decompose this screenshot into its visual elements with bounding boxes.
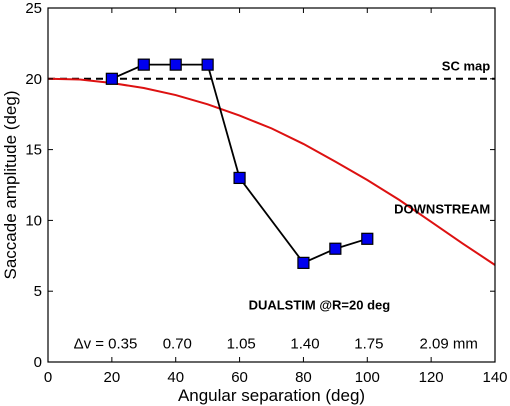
- y-tick-label: 10: [25, 212, 42, 229]
- delta-v-value: 2.09 mm: [420, 336, 478, 353]
- x-tick-label: 40: [167, 369, 184, 386]
- y-tick-label: 5: [34, 283, 42, 300]
- y-axis-label: Saccade amplitude (deg): [1, 90, 20, 279]
- y-tick-label: 25: [25, 0, 42, 17]
- annotations-layer: SC map DOWNSTREAM DUALSTIM @R=20 deg Δv …: [74, 58, 491, 352]
- data-point-marker: [169, 58, 182, 71]
- dualstim-label: DUALSTIM @R=20 deg: [249, 298, 391, 313]
- data-point-marker: [297, 256, 310, 269]
- data-point-marker: [329, 242, 342, 255]
- data-point-marker: [361, 232, 374, 245]
- x-tick-label: 0: [44, 369, 52, 386]
- x-tick-label: 20: [104, 369, 121, 386]
- markers-layer: [105, 58, 374, 269]
- plot-frame: [47, 7, 496, 363]
- x-tick-label: 60: [231, 369, 248, 386]
- y-tick-label: 0: [34, 354, 42, 371]
- x-axis-label: Angular separation (deg): [178, 386, 365, 405]
- x-tick-label: 120: [419, 369, 444, 386]
- x-tick-label: 80: [295, 369, 312, 386]
- x-tick-label: 140: [482, 369, 507, 386]
- downstream-label: DOWNSTREAM: [394, 201, 490, 216]
- dualstim-r-20-deg-line: [111, 63, 368, 264]
- curves-layer: [47, 77, 496, 266]
- data-point-marker: [105, 72, 118, 85]
- data-point-marker: [233, 171, 246, 185]
- data-point-marker: [201, 58, 214, 71]
- downstream-curve: [47, 77, 496, 266]
- ticks-layer: 0 20 40 60 80 100 120 140 0 5 10 15 20 25: [25, 0, 507, 386]
- delta-v-value: 1.40: [290, 336, 319, 353]
- sc-map-label: SC map: [442, 58, 490, 73]
- delta-v-value: 1.75: [354, 336, 383, 353]
- x-tick-label: 100: [355, 369, 380, 386]
- data-point-marker: [137, 58, 150, 71]
- delta-v-label: Δv = 0.35: [74, 336, 138, 353]
- y-tick-label: 20: [25, 71, 42, 88]
- delta-v-value: 0.70: [163, 336, 192, 353]
- y-tick-label: 15: [25, 142, 42, 159]
- delta-v-value: 1.05: [227, 336, 256, 353]
